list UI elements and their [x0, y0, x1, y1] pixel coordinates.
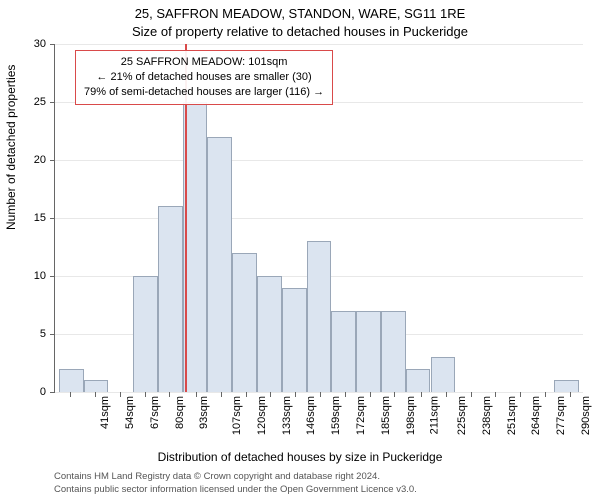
attribution-text: Contains HM Land Registry data © Crown c… — [54, 471, 417, 496]
xtick-label: 133sqm — [281, 396, 293, 435]
chart-title-line2: Size of property relative to detached ho… — [0, 24, 600, 39]
xtick-label: 80sqm — [174, 396, 186, 429]
histogram-bar — [59, 369, 84, 392]
xtick-mark — [394, 392, 395, 397]
xtick-mark — [70, 392, 71, 397]
xtick-label: 146sqm — [306, 396, 318, 435]
xtick-mark — [295, 392, 296, 397]
grid-line — [55, 44, 583, 45]
ytick-label: 10 — [0, 270, 46, 282]
xtick-label: 185sqm — [380, 396, 392, 435]
xtick-label: 198sqm — [405, 396, 417, 435]
xtick-label: 107sqm — [231, 396, 243, 435]
xtick-label: 290sqm — [580, 396, 592, 435]
xtick-label: 277sqm — [555, 396, 567, 435]
xtick-label: 93sqm — [198, 396, 210, 429]
ytick-label: 15 — [0, 212, 46, 224]
xtick-mark — [495, 392, 496, 397]
histogram-bar — [257, 276, 282, 392]
xtick-mark — [320, 392, 321, 397]
annotation-box: 25 SAFFRON MEADOW: 101sqm← 21% of detach… — [75, 50, 333, 105]
xtick-mark — [446, 392, 447, 397]
xtick-label: 238sqm — [481, 396, 493, 435]
ytick-label: 20 — [0, 154, 46, 166]
y-axis-label: Number of detached properties — [4, 65, 18, 230]
annotation-line: 79% of semi-detached houses are larger (… — [84, 85, 324, 100]
ytick-label: 30 — [0, 38, 46, 50]
ytick-mark — [50, 102, 55, 103]
xtick-label: 120sqm — [256, 396, 268, 435]
xtick-mark — [120, 392, 121, 397]
xtick-label: 251sqm — [506, 396, 518, 435]
x-axis-label: Distribution of detached houses by size … — [0, 450, 600, 464]
ytick-mark — [50, 334, 55, 335]
xtick-mark — [270, 392, 271, 397]
annotation-line: ← 21% of detached houses are smaller (30… — [84, 70, 324, 85]
ytick-mark — [50, 392, 55, 393]
xtick-mark — [545, 392, 546, 397]
chart-container: 25, SAFFRON MEADOW, STANDON, WARE, SG11 … — [0, 0, 600, 500]
histogram-bar — [158, 206, 183, 392]
histogram-bar — [356, 311, 381, 392]
xtick-label: 41sqm — [99, 396, 111, 429]
histogram-bar — [331, 311, 356, 392]
xtick-mark — [95, 392, 96, 397]
xtick-label: 264sqm — [530, 396, 542, 435]
histogram-bar — [381, 311, 406, 392]
ytick-label: 5 — [0, 328, 46, 340]
histogram-bar — [554, 380, 579, 392]
xtick-mark — [520, 392, 521, 397]
xtick-mark — [169, 392, 170, 397]
annotation-line: 25 SAFFRON MEADOW: 101sqm — [84, 55, 324, 70]
xtick-mark — [421, 392, 422, 397]
histogram-bar — [232, 253, 257, 392]
ytick-mark — [50, 276, 55, 277]
histogram-bar — [431, 357, 456, 392]
plot-area: 25 SAFFRON MEADOW: 101sqm← 21% of detach… — [54, 44, 583, 393]
xtick-label: 225sqm — [456, 396, 468, 435]
histogram-bar — [406, 369, 431, 392]
xtick-mark — [471, 392, 472, 397]
attribution-line2: Contains public sector information licen… — [54, 484, 417, 496]
histogram-bar — [307, 241, 332, 392]
xtick-label: 211sqm — [429, 396, 441, 434]
histogram-bar — [282, 288, 307, 392]
ytick-label: 0 — [0, 386, 46, 398]
ytick-mark — [50, 218, 55, 219]
xtick-label: 54sqm — [124, 396, 136, 429]
xtick-mark — [345, 392, 346, 397]
histogram-bar — [84, 380, 109, 392]
xtick-label: 159sqm — [330, 396, 342, 435]
grid-line — [55, 218, 583, 219]
chart-title-line1: 25, SAFFRON MEADOW, STANDON, WARE, SG11 … — [0, 6, 600, 21]
histogram-bar — [133, 276, 158, 392]
ytick-label: 25 — [0, 96, 46, 108]
xtick-mark — [570, 392, 571, 397]
xtick-mark — [246, 392, 247, 397]
xtick-mark — [145, 392, 146, 397]
histogram-bar — [207, 137, 232, 392]
xtick-mark — [196, 392, 197, 397]
attribution-line1: Contains HM Land Registry data © Crown c… — [54, 471, 417, 483]
ytick-mark — [50, 160, 55, 161]
ytick-mark — [50, 44, 55, 45]
grid-line — [55, 160, 583, 161]
xtick-label: 172sqm — [355, 396, 367, 435]
xtick-mark — [370, 392, 371, 397]
xtick-mark — [221, 392, 222, 397]
xtick-label: 67sqm — [149, 396, 161, 429]
